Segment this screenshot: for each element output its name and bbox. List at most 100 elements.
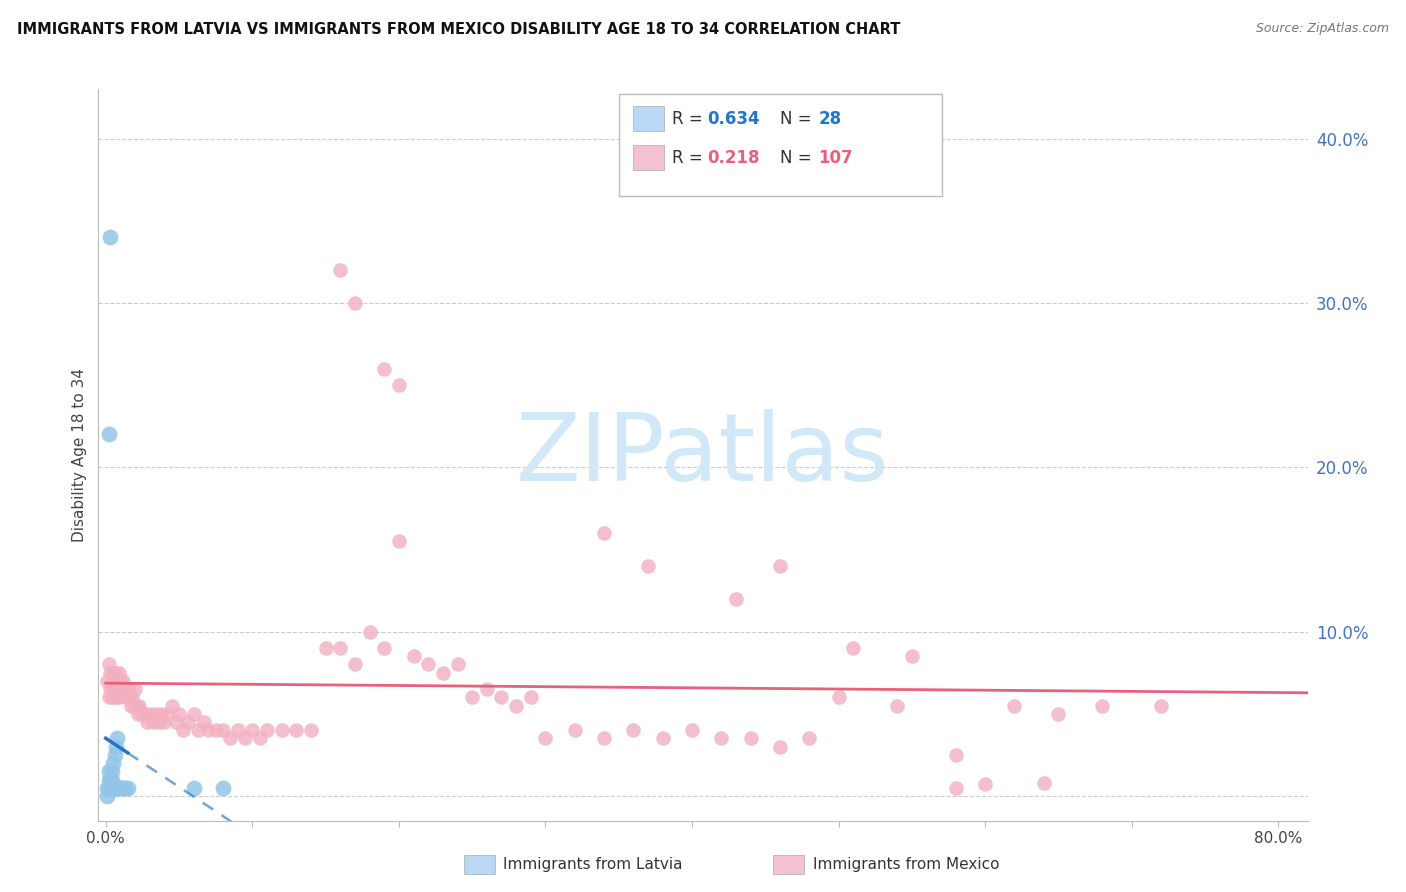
Text: Immigrants from Latvia: Immigrants from Latvia: [503, 857, 683, 871]
Point: [120, 698, 142, 713]
Point: [219, 731, 242, 746]
Point: [270, 723, 292, 738]
Point: [148, 714, 170, 729]
Point: [108, 665, 131, 680]
Text: 107: 107: [818, 149, 853, 167]
Point: [98, 682, 121, 697]
Point: [177, 714, 200, 729]
Point: [212, 780, 235, 795]
Y-axis label: Disability Age 18 to 34: Disability Age 18 to 34: [72, 368, 87, 542]
Point: [343, 296, 366, 310]
Point: [127, 706, 149, 721]
Point: [799, 731, 821, 746]
Point: [593, 731, 616, 746]
Point: [769, 558, 792, 573]
Point: [827, 690, 849, 705]
Point: [105, 665, 128, 680]
Point: [96, 780, 118, 795]
Point: [945, 747, 967, 762]
Point: [842, 641, 865, 656]
Point: [100, 764, 122, 779]
Point: [110, 673, 132, 688]
Point: [103, 690, 125, 705]
Point: [114, 682, 136, 697]
Point: [100, 772, 122, 787]
Point: [329, 263, 352, 277]
Point: [142, 714, 165, 729]
Point: [651, 731, 673, 746]
Point: [111, 780, 134, 795]
Text: 0.218: 0.218: [707, 149, 759, 167]
Point: [107, 673, 129, 688]
Point: [100, 673, 122, 688]
Point: [153, 714, 176, 729]
Point: [886, 698, 908, 713]
Point: [131, 706, 153, 721]
Point: [117, 682, 139, 697]
Point: [107, 731, 129, 746]
Point: [105, 780, 128, 795]
Point: [343, 657, 366, 672]
Point: [315, 641, 337, 656]
Point: [212, 723, 235, 738]
Point: [103, 747, 125, 762]
Point: [226, 723, 249, 738]
Point: [97, 780, 120, 795]
Text: N =: N =: [780, 110, 811, 128]
Point: [145, 706, 167, 721]
Point: [122, 698, 145, 713]
Point: [167, 706, 190, 721]
Point: [945, 780, 967, 795]
Point: [285, 723, 308, 738]
Point: [974, 777, 997, 791]
Point: [249, 731, 271, 746]
Point: [299, 723, 322, 738]
Text: Immigrants from Mexico: Immigrants from Mexico: [813, 857, 1000, 871]
Point: [111, 682, 134, 697]
Point: [520, 690, 543, 705]
Point: [118, 690, 141, 705]
Point: [359, 624, 381, 639]
Point: [103, 780, 125, 795]
Text: N =: N =: [780, 149, 811, 167]
Point: [97, 690, 120, 705]
Point: [1091, 698, 1114, 713]
Point: [204, 723, 226, 738]
Point: [96, 789, 118, 803]
Point: [98, 772, 121, 787]
Point: [156, 706, 179, 721]
Point: [534, 731, 557, 746]
Point: [621, 723, 644, 738]
Point: [373, 361, 395, 376]
Text: Source: ZipAtlas.com: Source: ZipAtlas.com: [1256, 22, 1389, 36]
Point: [105, 739, 128, 754]
Point: [160, 698, 183, 713]
Point: [112, 673, 135, 688]
Point: [107, 780, 129, 795]
Point: [101, 780, 124, 795]
Point: [197, 723, 219, 738]
Point: [110, 690, 132, 705]
Point: [172, 723, 194, 738]
Point: [388, 378, 411, 392]
Point: [138, 706, 160, 721]
Point: [256, 723, 278, 738]
Point: [1004, 698, 1026, 713]
Point: [101, 665, 124, 680]
Point: [491, 690, 513, 705]
Point: [505, 698, 527, 713]
Point: [193, 714, 215, 729]
Point: [183, 706, 205, 721]
Point: [475, 682, 498, 697]
Point: [593, 526, 616, 541]
Point: [110, 780, 132, 795]
Point: [97, 772, 120, 787]
Point: [329, 641, 352, 656]
Point: [1150, 698, 1173, 713]
Point: [461, 690, 484, 705]
Point: [418, 657, 440, 672]
Point: [100, 780, 122, 795]
Point: [710, 731, 733, 746]
Point: [388, 534, 411, 549]
Point: [98, 665, 121, 680]
